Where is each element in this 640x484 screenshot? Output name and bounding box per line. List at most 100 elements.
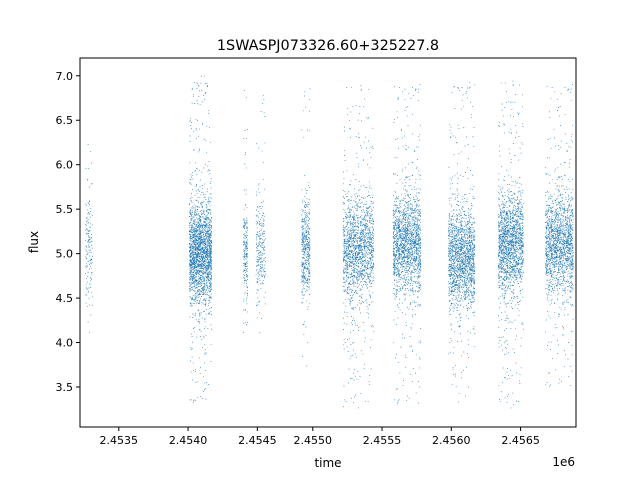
data-point [361, 246, 363, 248]
data-point [309, 239, 311, 241]
data-point [367, 206, 369, 208]
data-point [355, 247, 357, 249]
data-point [198, 217, 200, 219]
data-point [197, 206, 199, 208]
data-point [306, 247, 308, 248]
data-point [192, 231, 194, 233]
data-point [368, 222, 370, 224]
data-point [204, 318, 206, 320]
data-point [303, 274, 305, 276]
data-point [204, 294, 206, 295]
data-point [192, 237, 194, 239]
data-point [356, 278, 358, 280]
data-point [198, 135, 200, 137]
data-point [189, 246, 191, 248]
data-point [198, 219, 200, 221]
data-point [89, 251, 91, 253]
data-point [259, 223, 261, 225]
data-point [352, 216, 354, 217]
data-point [246, 255, 247, 257]
data-point [301, 301, 303, 303]
data-point [200, 255, 202, 257]
data-point [265, 261, 266, 263]
data-point [256, 214, 258, 216]
data-point [201, 251, 203, 253]
data-point [196, 256, 198, 258]
data-point [191, 271, 193, 273]
data-point [371, 236, 373, 238]
data-point [370, 296, 372, 298]
data-point [350, 180, 352, 182]
data-point [192, 172, 194, 174]
data-point [343, 269, 345, 271]
data-point [356, 272, 358, 274]
data-point [246, 232, 248, 234]
data-point [190, 227, 192, 229]
data-point [362, 240, 364, 242]
data-point [205, 233, 207, 235]
data-point [309, 240, 311, 242]
data-point [196, 255, 198, 257]
data-point [199, 203, 201, 205]
data-point [196, 192, 198, 194]
data-point [205, 223, 207, 225]
data-point [264, 239, 266, 241]
data-point [346, 273, 348, 275]
data-point [366, 186, 367, 188]
data-point [202, 251, 204, 253]
data-point [207, 239, 209, 241]
data-point [301, 265, 303, 267]
data-point [247, 230, 249, 232]
data-point [348, 207, 350, 209]
data-point [206, 191, 208, 193]
data-point [368, 205, 370, 207]
data-point [189, 275, 191, 277]
data-point [192, 272, 194, 274]
data-point [90, 280, 92, 282]
data-point [262, 274, 264, 276]
data-point [301, 239, 303, 241]
data-point [210, 222, 212, 224]
data-point [191, 253, 192, 255]
data-point [361, 259, 363, 261]
data-point [349, 208, 351, 210]
data-point [195, 258, 197, 260]
data-point [261, 244, 263, 246]
data-point [352, 256, 354, 258]
data-point [350, 257, 352, 259]
data-point [192, 245, 194, 247]
data-point [303, 136, 305, 138]
data-point [211, 240, 213, 242]
data-point [258, 191, 260, 193]
data-point [204, 321, 206, 323]
data-point [207, 249, 209, 251]
data-point [256, 231, 258, 233]
data-point [348, 264, 350, 266]
data-point [355, 236, 357, 238]
data-point [191, 277, 193, 279]
data-point [356, 208, 358, 210]
data-point [245, 262, 246, 264]
data-point [193, 299, 195, 301]
data-point [210, 314, 212, 316]
data-point [194, 284, 196, 286]
data-point [203, 288, 205, 290]
data-point [256, 216, 258, 218]
data-point [204, 305, 206, 307]
data-point [359, 240, 361, 242]
data-point [304, 281, 306, 283]
data-point [373, 263, 375, 265]
data-point [196, 252, 198, 254]
data-point [260, 261, 262, 263]
data-point [360, 247, 362, 249]
data-point [403, 247, 405, 248]
data-point [207, 328, 209, 330]
data-point [358, 217, 360, 219]
data-point [306, 277, 308, 279]
data-point [243, 249, 245, 251]
data-point [358, 307, 360, 309]
data-point [208, 268, 210, 270]
data-point [304, 236, 306, 238]
data-point [194, 253, 196, 255]
data-point [259, 332, 261, 334]
